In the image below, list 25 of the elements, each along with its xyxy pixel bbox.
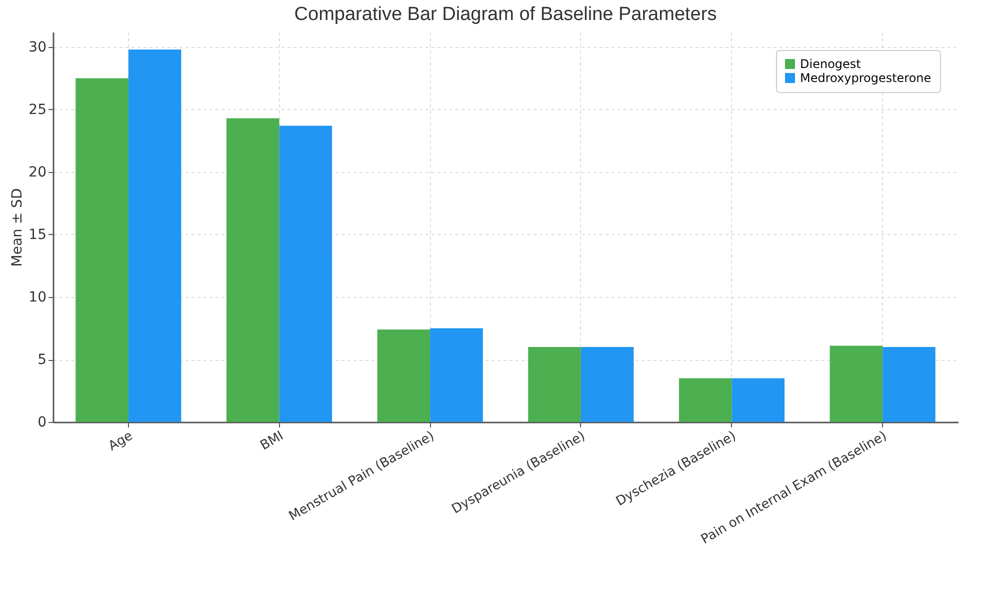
y-tick-label: 20 (28, 164, 46, 180)
bar (76, 78, 128, 422)
bar (430, 328, 483, 422)
bar (528, 347, 581, 422)
y-tick-label: 30 (28, 40, 46, 56)
y-axis-title: Mean ± SD (10, 188, 26, 267)
bar (732, 378, 785, 422)
y-tick-label: 15 (28, 227, 46, 243)
bar (128, 50, 182, 422)
bar (882, 347, 936, 422)
bar (226, 118, 280, 422)
y-tick-label: 5 (38, 352, 46, 368)
y-tick-label: 0 (38, 414, 46, 430)
legend-label: Dienogest (800, 57, 862, 71)
x-tick-label: BMI (258, 428, 286, 454)
y-tick-label: 10 (28, 290, 46, 306)
bar (830, 346, 883, 422)
y-tick-label: 25 (28, 102, 46, 118)
bar (279, 126, 332, 422)
bar (377, 330, 430, 422)
chart-title: Comparative Bar Diagram of Baseline Parameters (294, 4, 717, 25)
legend-label: Medroxyprogesterone (800, 71, 932, 85)
bar (678, 378, 732, 422)
x-tick-label: Age (106, 428, 136, 454)
bar (580, 347, 634, 422)
